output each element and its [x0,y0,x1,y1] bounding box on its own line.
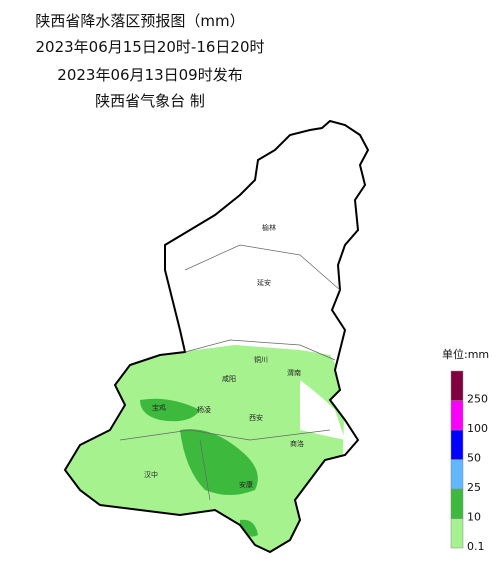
legend-label: 250 [467,393,488,406]
city-label: 汉中 [144,470,158,479]
city-label: 榆林 [262,223,276,232]
legend-swatch [450,518,464,549]
no-rain-east [300,380,345,440]
city-label: 咸阳 [222,374,236,383]
legend-swatch [450,400,464,431]
legend-swatch [450,429,464,460]
legend-swatch [450,459,464,490]
moderate-rain [180,429,258,495]
legend-label: 25 [467,481,481,494]
legend-swatch [450,370,464,401]
city-label: 宝鸡 [152,403,166,412]
city-label: 杨凌 [197,405,211,414]
legend-unit: 单位:mm [442,347,489,361]
maker: 陕西省气象台 制 [95,92,205,110]
period: 2023年06月15日20时-16日20时 [35,38,264,56]
city-label: 渭南 [287,368,301,377]
issued: 2023年06月13日09时发布 [57,66,242,84]
city-label: 商洛 [290,439,304,448]
city-label: 铜川 [254,355,268,364]
legend-label: 10 [467,511,481,524]
legend-label: 0.1 [467,540,485,553]
moderate-rain [140,398,200,422]
title: 陕西省降水落区预报图（mm） [35,12,244,30]
city-label: 安康 [239,480,253,489]
legend-label: 50 [467,452,481,465]
city-label: 延安 [257,278,271,287]
province-border [63,119,370,554]
legend-label: 100 [467,422,488,435]
legend-swatch [450,488,464,519]
city-label: 西安 [249,413,263,422]
city-borders [119,244,341,501]
